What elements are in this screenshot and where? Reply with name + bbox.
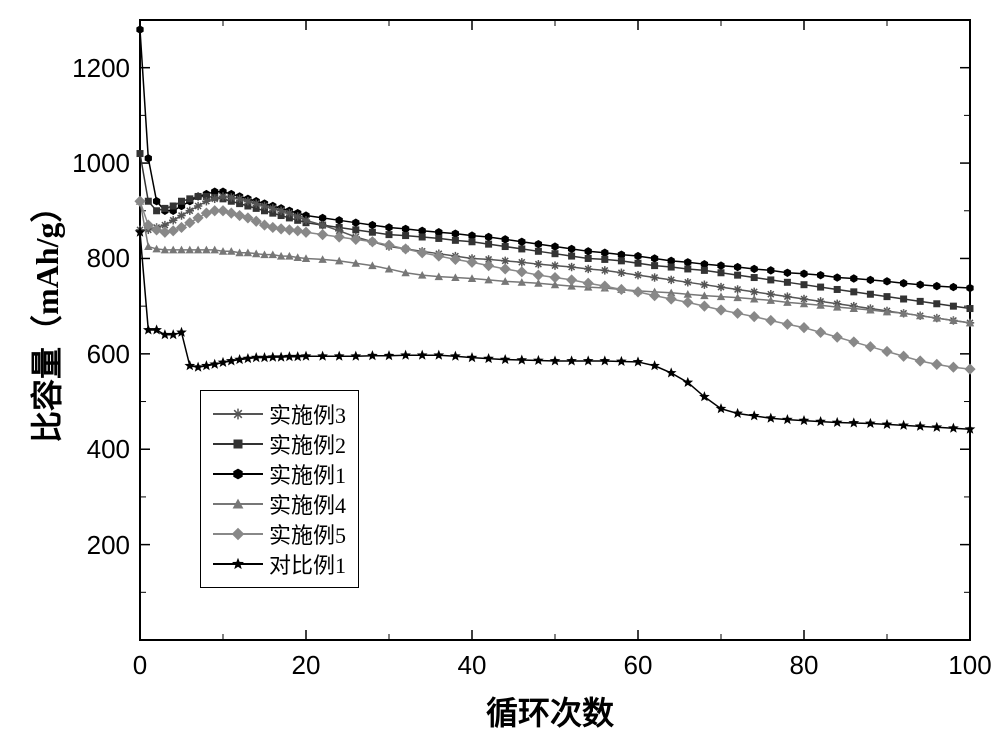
x-axis-label: 循环次数 bbox=[400, 688, 700, 734]
legend-marker-icon bbox=[213, 497, 263, 511]
chart-container: 比容量（mAh/g） 循环次数 实施例3实施例2实施例1实施例4实施例5对比例1… bbox=[0, 0, 1000, 738]
legend-marker-icon bbox=[213, 467, 263, 481]
x-tick-label: 100 bbox=[940, 650, 1000, 681]
x-tick-label: 20 bbox=[276, 650, 336, 681]
legend-label: 实施例5 bbox=[269, 518, 346, 550]
x-tick-label: 80 bbox=[774, 650, 834, 681]
y-tick-label: 1000 bbox=[60, 148, 130, 179]
legend-item: 实施例4 bbox=[213, 489, 346, 519]
legend-item: 对比例1 bbox=[213, 549, 346, 579]
legend-marker-icon bbox=[213, 557, 263, 571]
x-tick-label: 40 bbox=[442, 650, 502, 681]
legend-marker-icon bbox=[213, 437, 263, 451]
legend-label: 实施例1 bbox=[269, 458, 346, 490]
legend-label: 实施例2 bbox=[269, 428, 346, 460]
chart-svg bbox=[0, 0, 1000, 738]
legend-item: 实施例5 bbox=[213, 519, 346, 549]
y-tick-label: 400 bbox=[60, 434, 130, 465]
y-tick-label: 1200 bbox=[60, 53, 130, 84]
legend-label: 对比例1 bbox=[269, 548, 346, 580]
x-tick-label: 60 bbox=[608, 650, 668, 681]
y-tick-label: 200 bbox=[60, 530, 130, 561]
legend-marker-icon bbox=[213, 527, 263, 541]
x-tick-label: 0 bbox=[110, 650, 170, 681]
legend: 实施例3实施例2实施例1实施例4实施例5对比例1 bbox=[200, 390, 359, 588]
legend-item: 实施例3 bbox=[213, 399, 346, 429]
legend-label: 实施例4 bbox=[269, 488, 346, 520]
legend-item: 实施例1 bbox=[213, 459, 346, 489]
legend-label: 实施例3 bbox=[269, 398, 346, 430]
legend-marker-icon bbox=[213, 407, 263, 421]
y-tick-label: 800 bbox=[60, 243, 130, 274]
y-tick-label: 600 bbox=[60, 339, 130, 370]
legend-item: 实施例2 bbox=[213, 429, 346, 459]
